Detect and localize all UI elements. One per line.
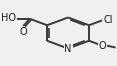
Text: Cl: Cl bbox=[103, 15, 113, 25]
Text: N: N bbox=[64, 43, 72, 54]
Text: HO: HO bbox=[1, 13, 16, 23]
Text: O: O bbox=[99, 41, 106, 51]
Text: O: O bbox=[19, 27, 27, 37]
